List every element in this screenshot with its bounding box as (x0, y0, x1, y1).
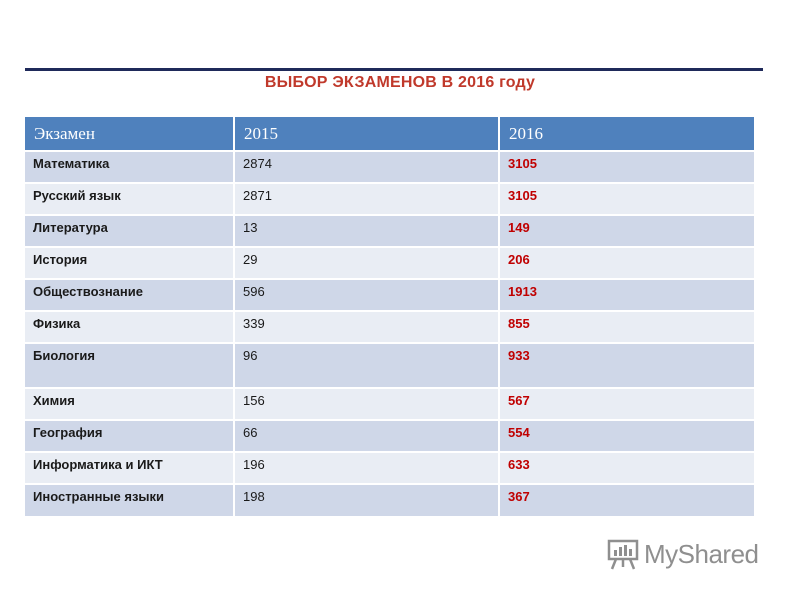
value-2016-cell: 633 (499, 451, 754, 484)
value-2016-cell: 367 (499, 483, 754, 516)
subject-cell: Физика (25, 310, 235, 343)
value-2016-cell: 554 (499, 419, 754, 452)
column-header-2015: 2015 (234, 117, 500, 151)
table-header-row: Экзамен 2015 2016 (25, 117, 754, 151)
column-header-2016: 2016 (499, 117, 754, 151)
subject-cell: Информатика и ИКТ (25, 451, 235, 484)
value-2015-cell: 196 (234, 451, 500, 484)
value-2015-cell: 96 (234, 342, 500, 388)
table-row: Физика 339 855 (25, 310, 754, 343)
table-row: Русский язык 2871 3105 (25, 182, 754, 215)
subject-cell: Литература (25, 214, 235, 247)
subject-cell: Биология (25, 342, 235, 388)
value-2015-cell: 339 (234, 310, 500, 343)
value-2016-cell: 3105 (499, 182, 754, 215)
value-2016-cell: 933 (499, 342, 754, 388)
subject-cell: Обществознание (25, 278, 235, 311)
subject-cell: История (25, 246, 235, 279)
value-2015-cell: 156 (234, 387, 500, 420)
value-2015-cell: 596 (234, 278, 500, 311)
slide-title: ВЫБОР ЭКЗАМЕНОВ В 2016 году (264, 74, 536, 91)
subject-cell: Русский язык (25, 182, 235, 215)
watermark-text: MyShared (644, 538, 759, 569)
value-2016-cell: 567 (499, 387, 754, 420)
subject-cell: Математика (25, 150, 235, 183)
table-row: История 29 206 (25, 246, 754, 279)
value-2015-cell: 13 (234, 214, 500, 247)
value-2015-cell: 29 (234, 246, 500, 279)
value-2015-cell: 2874 (234, 150, 500, 183)
table-row: География 66 554 (25, 419, 754, 452)
table-row: Информатика и ИКТ 196 633 (25, 451, 754, 484)
title-divider (25, 68, 763, 71)
subject-cell: Химия (25, 387, 235, 420)
table-row: Обществознание 596 1913 (25, 278, 754, 311)
column-header-exam: Экзамен (25, 117, 235, 151)
table-row: Химия 156 567 (25, 387, 754, 420)
value-2015-cell: 2871 (234, 182, 500, 215)
table-row: Литература 13 149 (25, 214, 754, 247)
value-2016-cell: 1913 (499, 278, 754, 311)
table-row: Биология 96 933 (25, 342, 754, 388)
value-2016-cell: 855 (499, 310, 754, 343)
table-row: Иностранные языки 198 367 (25, 483, 754, 516)
value-2016-cell: 3105 (499, 150, 754, 183)
subject-cell: Иностранные языки (25, 483, 235, 516)
value-2016-cell: 206 (499, 246, 754, 279)
subject-cell: География (25, 419, 235, 452)
value-2015-cell: 66 (234, 419, 500, 452)
value-2015-cell: 198 (234, 483, 500, 516)
value-2016-cell: 149 (499, 214, 754, 247)
myshared-watermark[interactable]: MyShared (606, 536, 759, 572)
table-row: Математика 2874 3105 (25, 150, 754, 183)
exam-table: Экзамен 2015 2016 Математика 2874 3105 Р… (25, 117, 754, 516)
presentation-board-icon (607, 539, 639, 570)
